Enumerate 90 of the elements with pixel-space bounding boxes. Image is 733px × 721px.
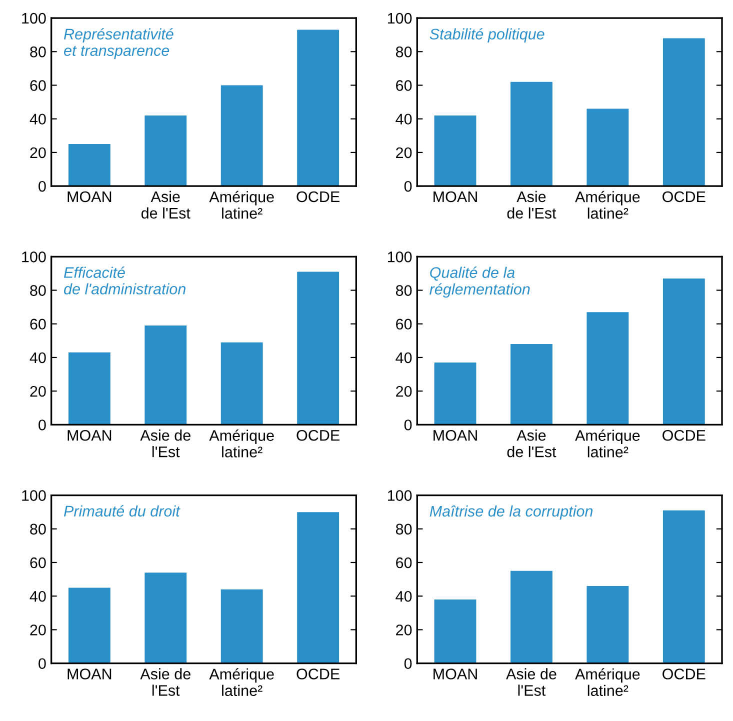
bar xyxy=(220,85,263,186)
y-tick-label: 40 xyxy=(396,352,412,364)
x-tick-label: Asie de l'Est xyxy=(507,430,556,458)
y-tick-label: 40 xyxy=(30,114,46,125)
x-tick-label: Amérique latine² xyxy=(575,668,640,696)
bar xyxy=(586,312,629,425)
x-tick-label: Asie de l'Est xyxy=(506,668,556,696)
y-tick-label: 100 xyxy=(22,490,46,501)
y-tick-label: 0 xyxy=(404,658,412,670)
y-tick-label: 100 xyxy=(388,252,412,262)
text: Primauté du droit xyxy=(64,505,180,517)
y-tick-label: 0 xyxy=(38,658,46,670)
x-tick-label: MOAN xyxy=(68,430,112,441)
bar xyxy=(68,588,110,664)
x-tick-label: Amérique latine² xyxy=(575,430,640,458)
y-tick-label: 40 xyxy=(30,352,46,364)
text: Stabilité politique xyxy=(430,28,544,43)
y-tick-label: 60 xyxy=(30,557,46,568)
y-tick-label: 40 xyxy=(396,590,412,602)
bar xyxy=(434,362,476,425)
bar xyxy=(586,586,629,664)
text: Représentativité et transparence xyxy=(64,28,174,59)
y-tick-label: 40 xyxy=(30,590,46,602)
y-tick-label: 80 xyxy=(396,285,412,296)
y-tick-label: 80 xyxy=(396,46,412,58)
bar xyxy=(662,510,705,664)
x-tick-label: OCDE xyxy=(662,430,706,441)
x-tick-label: Asie de l'Est xyxy=(140,430,190,458)
bar xyxy=(510,344,552,425)
y-tick-label: 20 xyxy=(30,624,46,636)
y-tick-label: 60 xyxy=(396,557,412,568)
y-tick-label: 20 xyxy=(396,624,412,636)
bar xyxy=(434,599,476,664)
text: Maîtrise de la corruption xyxy=(430,505,593,520)
bar xyxy=(220,589,263,664)
x-tick-label: Amérique latine² xyxy=(575,190,640,219)
bar xyxy=(68,144,110,186)
y-tick-label: 60 xyxy=(396,318,412,330)
text: Qualité de la réglementation xyxy=(430,266,530,298)
y-tick-label: 0 xyxy=(38,180,46,192)
x-tick-label: OCDE xyxy=(662,191,706,202)
bar xyxy=(68,352,110,425)
x-tick-label: Amérique latine² xyxy=(209,668,274,696)
bar xyxy=(586,108,629,186)
y-tick-label: 20 xyxy=(30,147,46,158)
y-tick-label: 80 xyxy=(396,524,412,535)
bar xyxy=(297,30,340,186)
x-tick-label: Amérique latine² xyxy=(209,190,274,219)
y-tick-label: 60 xyxy=(30,80,46,91)
bar xyxy=(662,278,705,425)
bar xyxy=(510,82,552,186)
bar xyxy=(297,272,340,425)
bar xyxy=(434,115,476,186)
y-tick-label: 100 xyxy=(22,12,46,24)
x-tick-label: MOAN xyxy=(68,191,112,202)
bar xyxy=(144,572,187,664)
y-tick-label: 0 xyxy=(404,420,412,430)
x-tick-label: OCDE xyxy=(296,430,340,441)
bar xyxy=(144,115,187,186)
y-tick-label: 0 xyxy=(404,180,412,192)
y-tick-label: 80 xyxy=(30,46,46,58)
x-tick-label: MOAN xyxy=(434,430,477,441)
x-tick-label: MOAN xyxy=(434,191,477,202)
x-tick-label: Amérique latine² xyxy=(209,430,274,458)
bar xyxy=(510,570,552,664)
x-tick-label: Asie de l'Est xyxy=(507,190,556,219)
y-tick-label: 60 xyxy=(30,318,46,330)
y-tick-label: 80 xyxy=(30,285,46,296)
y-tick-label: 60 xyxy=(396,80,412,91)
y-tick-label: 100 xyxy=(22,252,46,262)
x-tick-label: OCDE xyxy=(662,668,706,680)
x-tick-label: Asie de l'Est xyxy=(140,668,190,696)
y-tick-label: 80 xyxy=(30,524,46,535)
y-tick-label: 20 xyxy=(396,147,412,158)
y-tick-label: 20 xyxy=(396,386,412,397)
bar xyxy=(297,512,340,664)
x-tick-label: Asie de l'Est xyxy=(141,190,190,219)
bar xyxy=(662,38,705,186)
bar xyxy=(144,326,187,425)
x-tick-label: MOAN xyxy=(434,668,477,680)
y-tick-label: 40 xyxy=(396,114,412,125)
x-tick-label: OCDE xyxy=(296,668,340,680)
y-tick-label: 0 xyxy=(38,420,46,430)
x-tick-label: OCDE xyxy=(296,191,340,202)
y-tick-label: 100 xyxy=(388,490,412,501)
y-tick-label: 100 xyxy=(388,12,412,24)
bar xyxy=(220,342,263,425)
y-tick-label: 20 xyxy=(30,386,46,397)
x-tick-label: MOAN xyxy=(68,668,112,680)
text: Efficacité de l'administration xyxy=(64,266,186,294)
